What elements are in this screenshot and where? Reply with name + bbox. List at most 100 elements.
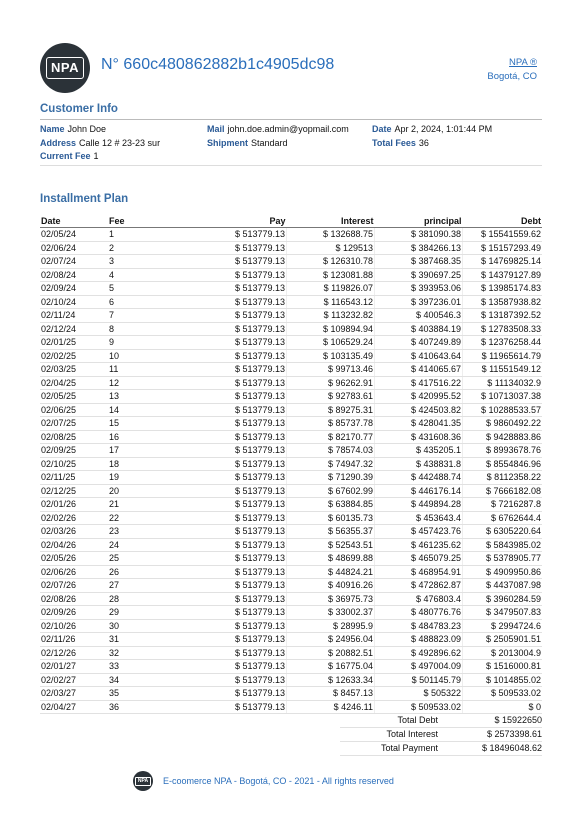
npa-logo: NPA	[40, 43, 90, 93]
table-row: 02/08/24 4 $ 513779.13 $ 123081.88 $ 390697.…	[40, 268, 542, 282]
cell-principal: $ 407249.89	[374, 335, 463, 350]
table-row: 02/07/26 27 $ 513779.13 $ 40916.26 $ 472862.…	[40, 578, 542, 593]
cell-debt: $ 7666182.08	[462, 484, 542, 498]
cell-debt: $ 4909950.86	[462, 565, 542, 579]
cell-pay: $ 513779.13	[186, 470, 287, 485]
footer-logo: NPA	[133, 771, 153, 791]
cell-debt: $ 15541559.62	[462, 227, 542, 242]
cell-interest: $ 52543.51	[286, 538, 375, 552]
cell-debt: $ 12783508.33	[462, 322, 542, 336]
cell-interest: $ 4246.11	[286, 700, 375, 714]
cell-interest: $ 12633.34	[286, 673, 375, 687]
cell-debt: $ 2994724.6	[462, 619, 542, 633]
table-row: 02/11/26 31 $ 513779.13 $ 24956.04 $ 488823.…	[40, 632, 542, 647]
cell-debt: $ 4437087.98	[462, 578, 542, 593]
cell-pay: $ 513779.13	[186, 700, 287, 714]
cell-fee: 35	[108, 686, 186, 701]
cell-debt: $ 0	[462, 700, 542, 714]
cell-debt: $ 8554846.96	[462, 457, 542, 471]
table-row: 02/04/25 12 $ 513779.13 $ 96262.91 $ 417516.…	[40, 376, 542, 390]
cell-principal: $ 488823.09	[374, 632, 463, 647]
cell-date: 02/09/26	[40, 605, 108, 620]
cell-pay: $ 513779.13	[186, 511, 287, 525]
cell-pay: $ 513779.13	[186, 484, 287, 498]
cell-date: 02/03/25	[40, 362, 108, 377]
table-row: 02/09/26 29 $ 513779.13 $ 33002.37 $ 480776.…	[40, 605, 542, 620]
cell-principal: $ 403884.19	[374, 322, 463, 336]
cell-pay: $ 513779.13	[186, 322, 287, 336]
order-number: N° 660c480862882b1c4905dc98	[101, 56, 335, 73]
table-row: 02/06/25 14 $ 513779.13 $ 89275.31 $ 424503.…	[40, 403, 542, 417]
total-fees-label: Total Fees	[372, 137, 416, 148]
cell-pay: $ 513779.13	[186, 524, 287, 539]
cell-debt: $ 5843985.02	[462, 538, 542, 552]
cell-pay: $ 513779.13	[186, 659, 287, 674]
address-label: Address	[40, 137, 77, 148]
cell-fee: 6	[108, 295, 186, 309]
customer-info-bottom-divider	[40, 165, 542, 166]
cell-debt: $ 8993678.76	[462, 443, 542, 458]
cell-interest: $ 82170.77	[286, 430, 375, 444]
cell-interest: $ 60135.73	[286, 511, 375, 525]
cell-pay: $ 513779.13	[186, 349, 287, 363]
table-row: 02/10/26 30 $ 513779.13 $ 28995.9 $ 484783.2…	[40, 619, 542, 633]
current-fee-value: 1	[93, 151, 99, 161]
table-row: 02/10/25 18 $ 513779.13 $ 74947.32 $ 438831.…	[40, 457, 542, 471]
customer-info-col-2: Mail john.doe.admin@yopmail.com Shipment S…	[207, 123, 349, 150]
cell-principal: $ 453643.4	[374, 511, 463, 525]
cell-debt: $ 10288533.57	[462, 403, 542, 417]
cell-debt: $ 9428883.86	[462, 430, 542, 444]
company-block: NPA ® Bogotá, CO	[487, 56, 537, 84]
date-label: Date	[372, 124, 392, 134]
table-row: 02/03/26 23 $ 513779.13 $ 56355.37 $ 457423.…	[40, 524, 542, 539]
cell-debt: $ 3960284.59	[462, 592, 542, 606]
cell-debt: $ 3479507.83	[462, 605, 542, 620]
cell-fee: 20	[108, 484, 186, 498]
cell-debt: $ 2505901.51	[462, 632, 542, 647]
cell-fee: 9	[108, 335, 186, 350]
name-value: John Doe	[67, 124, 107, 134]
table-row: 02/05/26 25 $ 513779.13 $ 48699.88 $ 465079.…	[40, 551, 542, 566]
cell-principal: $ 492896.62	[374, 646, 463, 660]
table-row: 02/12/25 20 $ 513779.13 $ 67602.99 $ 446176.…	[40, 484, 542, 498]
total-payment-value: $ 18496048.62	[481, 743, 542, 753]
cell-debt: $ 10713037.38	[462, 389, 542, 404]
table-row: 02/06/24 2 $ 513779.13 $ 129513 $ 384266.13 $…	[40, 241, 542, 255]
cell-principal: $ 410643.64	[374, 349, 463, 363]
cell-fee: 14	[108, 403, 186, 417]
cell-debt: $ 13587938.82	[462, 295, 542, 309]
table-header-row: Date Fee Pay Interest principal Debt	[40, 215, 542, 228]
cell-interest: $ 36975.73	[286, 592, 375, 606]
cell-pay: $ 513779.13	[186, 389, 287, 404]
cell-principal: $ 468954.91	[374, 565, 463, 579]
cell-pay: $ 513779.13	[186, 362, 287, 377]
date-row: Date Apr 2, 2024, 1:01:44 PM	[372, 123, 492, 137]
cell-debt: $ 8112358.22	[462, 470, 542, 485]
cell-date: 02/10/24	[40, 295, 108, 309]
npa-logo-text: NPA	[46, 57, 84, 79]
cell-date: 02/11/26	[40, 632, 108, 647]
company-link[interactable]: NPA ®	[509, 57, 537, 68]
installment-plan-title: Installment Plan	[40, 193, 129, 205]
total-fees-row: Total Fees 36	[372, 137, 492, 151]
cell-interest: $ 33002.37	[286, 605, 375, 620]
customer-info-col-3: Date Apr 2, 2024, 1:01:44 PM Total Fees 36	[372, 123, 492, 150]
cell-pay: $ 513779.13	[186, 241, 287, 255]
cell-pay: $ 513779.13	[186, 578, 287, 593]
cell-date: 02/07/26	[40, 578, 108, 593]
cell-principal: $ 381090.38	[374, 227, 463, 242]
cell-date: 02/07/25	[40, 416, 108, 431]
cell-date: 02/02/26	[40, 511, 108, 525]
cell-interest: $ 113232.82	[286, 308, 375, 323]
cell-pay: $ 513779.13	[186, 551, 287, 566]
cell-principal: $ 424503.82	[374, 403, 463, 417]
cell-principal: $ 465079.25	[374, 551, 463, 566]
cell-principal: $ 476803.4	[374, 592, 463, 606]
cell-fee: 1	[108, 227, 186, 242]
cell-fee: 17	[108, 443, 186, 458]
cell-debt: $ 13985174.83	[462, 281, 542, 296]
cell-pay: $ 513779.13	[186, 227, 287, 242]
cell-fee: 26	[108, 565, 186, 579]
cell-interest: $ 67602.99	[286, 484, 375, 498]
cell-fee: 30	[108, 619, 186, 633]
